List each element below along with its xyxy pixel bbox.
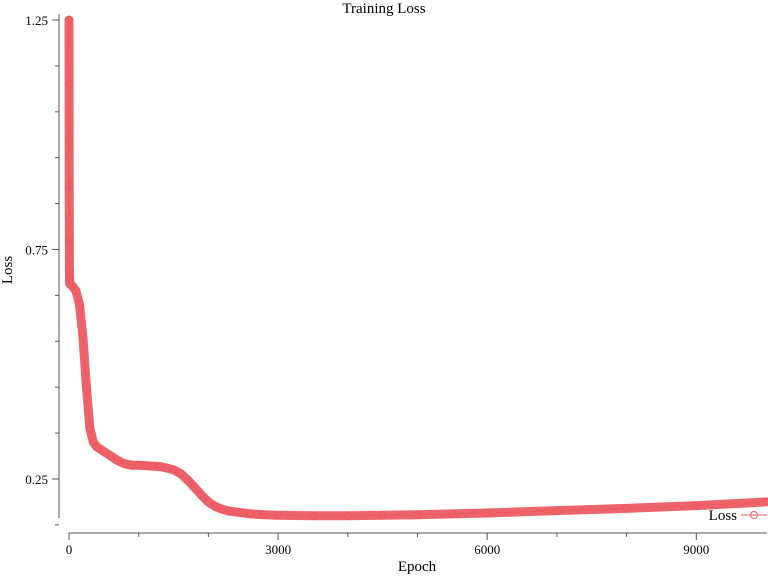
data-point <box>65 181 74 190</box>
data-point <box>65 279 74 288</box>
data-point <box>552 506 561 515</box>
data-point <box>274 511 283 520</box>
y-tick-label: 0.75 <box>25 242 48 257</box>
data-point <box>190 483 199 492</box>
y-tick-label: 1.25 <box>25 13 48 28</box>
data-point <box>183 475 192 484</box>
data-point <box>82 383 91 392</box>
data-point <box>113 456 122 465</box>
legend-label: Loss <box>709 508 738 524</box>
data-point <box>483 508 492 517</box>
data-point <box>65 254 74 263</box>
x-tick-label: 3000 <box>265 542 291 557</box>
data-point <box>85 424 94 433</box>
data-point <box>448 509 457 518</box>
data-point <box>65 213 74 222</box>
data-point <box>413 510 422 519</box>
data-point <box>378 511 387 520</box>
data-point <box>692 501 701 510</box>
data-point <box>260 510 269 519</box>
data-point <box>211 502 220 511</box>
series-layer <box>64 15 768 521</box>
data-point <box>343 511 352 520</box>
data-point <box>78 332 87 341</box>
x-tick-label: 9000 <box>683 542 709 557</box>
x-tick-label: 6000 <box>474 542 500 557</box>
y-tick-label: 0.25 <box>25 472 48 487</box>
data-point <box>75 300 84 309</box>
data-point <box>65 236 74 245</box>
data-point <box>65 135 74 144</box>
data-point <box>92 442 101 451</box>
chart-title: Training Loss <box>342 1 425 17</box>
x-tick-label: 0 <box>66 542 73 557</box>
legend: Loss <box>709 508 767 524</box>
data-point <box>622 504 631 513</box>
data-point <box>308 511 317 520</box>
data-point <box>176 469 185 478</box>
data-point <box>106 452 115 461</box>
data-point <box>99 447 108 456</box>
series-marker-band <box>64 15 768 521</box>
axis-ticks: 0.25 0.75 1.25 0 3000 6000 9000 <box>25 13 709 557</box>
data-point <box>71 286 80 295</box>
data-point <box>762 497 768 506</box>
data-point <box>169 465 178 474</box>
y-axis-label: Loss <box>0 256 16 285</box>
data-point <box>204 497 213 506</box>
data-point <box>65 16 73 24</box>
data-point <box>65 80 74 89</box>
x-axis-label: Epoch <box>398 559 437 575</box>
legend-marker-swatch <box>750 511 758 519</box>
series-line <box>68 19 767 517</box>
data-point <box>197 491 206 500</box>
